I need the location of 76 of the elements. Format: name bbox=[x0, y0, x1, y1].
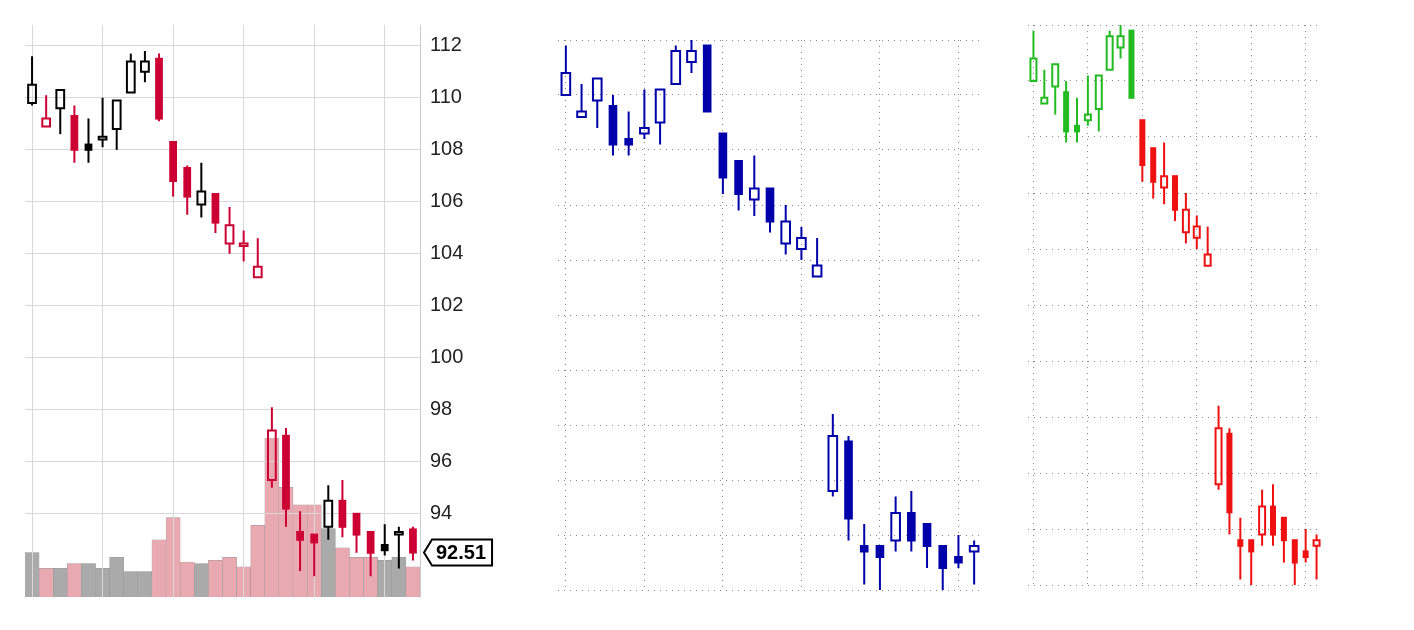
candlestick bbox=[938, 545, 948, 591]
y-tick-label: 108 bbox=[430, 137, 464, 160]
candlestick bbox=[591, 77, 603, 129]
candlestick bbox=[859, 523, 869, 586]
candlestick bbox=[796, 226, 807, 261]
candlestick bbox=[844, 435, 853, 542]
candlestick bbox=[196, 161, 207, 219]
candlestick bbox=[1051, 63, 1060, 116]
y-tick-label: 100 bbox=[430, 345, 464, 368]
candlestick bbox=[169, 141, 177, 198]
candlestick bbox=[1226, 427, 1233, 536]
candlestick bbox=[1094, 74, 1103, 133]
candlestick bbox=[780, 204, 792, 256]
candlestick bbox=[282, 427, 290, 528]
candlestick bbox=[1203, 225, 1212, 267]
candlestick bbox=[224, 206, 235, 255]
candlestick bbox=[380, 523, 389, 557]
candlestick bbox=[811, 237, 823, 278]
candlestick bbox=[718, 132, 728, 195]
candlestick bbox=[1160, 141, 1169, 206]
candlestick bbox=[1237, 516, 1244, 581]
candlestick bbox=[97, 96, 108, 149]
candlestick bbox=[1139, 119, 1146, 183]
candlestick bbox=[827, 413, 839, 498]
candlestick bbox=[560, 44, 572, 96]
candlestick bbox=[654, 88, 666, 146]
y-tick-label: 112 bbox=[430, 33, 462, 56]
candlestick bbox=[1181, 192, 1190, 245]
y-tick-label: 94 bbox=[430, 501, 453, 524]
candlestick bbox=[890, 495, 901, 553]
y-tick-label: 96 bbox=[430, 449, 453, 472]
candlestick bbox=[27, 55, 37, 107]
candlestick bbox=[1116, 24, 1125, 60]
candlestick bbox=[1040, 68, 1049, 105]
candlestick bbox=[1302, 528, 1309, 564]
candlestick bbox=[366, 531, 375, 578]
candlestick bbox=[639, 88, 650, 140]
candlestick bbox=[1192, 214, 1201, 250]
candlestick bbox=[338, 479, 347, 539]
candlestick bbox=[352, 512, 361, 554]
y-tick-label: 104 bbox=[430, 241, 464, 264]
candlestick bbox=[1029, 29, 1038, 82]
candlestick bbox=[252, 237, 263, 279]
candlestick bbox=[968, 539, 980, 586]
candlestick bbox=[608, 94, 618, 157]
y-tick-label: 102 bbox=[430, 293, 464, 316]
candlestick bbox=[183, 164, 192, 216]
candlestick bbox=[765, 187, 775, 234]
text: 92.51 bbox=[436, 541, 487, 564]
candlestick bbox=[140, 50, 150, 84]
y-tick-label: 106 bbox=[430, 189, 464, 212]
candlestick bbox=[1312, 533, 1321, 581]
candlestick bbox=[1214, 404, 1223, 491]
candlestick bbox=[1150, 147, 1157, 200]
candlestick bbox=[907, 490, 916, 553]
candlestick bbox=[310, 533, 319, 578]
candlestick bbox=[1083, 74, 1092, 127]
candlestick bbox=[748, 154, 760, 217]
candlestick bbox=[1258, 488, 1267, 547]
candlestick bbox=[922, 523, 932, 569]
candlestick bbox=[875, 545, 885, 591]
y-tick-label: 98 bbox=[430, 397, 453, 420]
candlestick bbox=[954, 534, 963, 569]
candlestick bbox=[111, 99, 122, 151]
candlestick bbox=[686, 39, 697, 74]
candlestick bbox=[734, 160, 743, 212]
candlestick bbox=[1248, 539, 1255, 586]
candlestick bbox=[238, 229, 249, 263]
candlestick bbox=[55, 89, 66, 136]
candlestick bbox=[1063, 80, 1070, 144]
candlestick bbox=[296, 510, 304, 572]
y-tick-label: 110 bbox=[430, 85, 462, 108]
candlestick bbox=[576, 83, 587, 118]
candlestick bbox=[624, 110, 633, 157]
candlestick bbox=[70, 104, 79, 164]
candlestick bbox=[41, 94, 52, 128]
